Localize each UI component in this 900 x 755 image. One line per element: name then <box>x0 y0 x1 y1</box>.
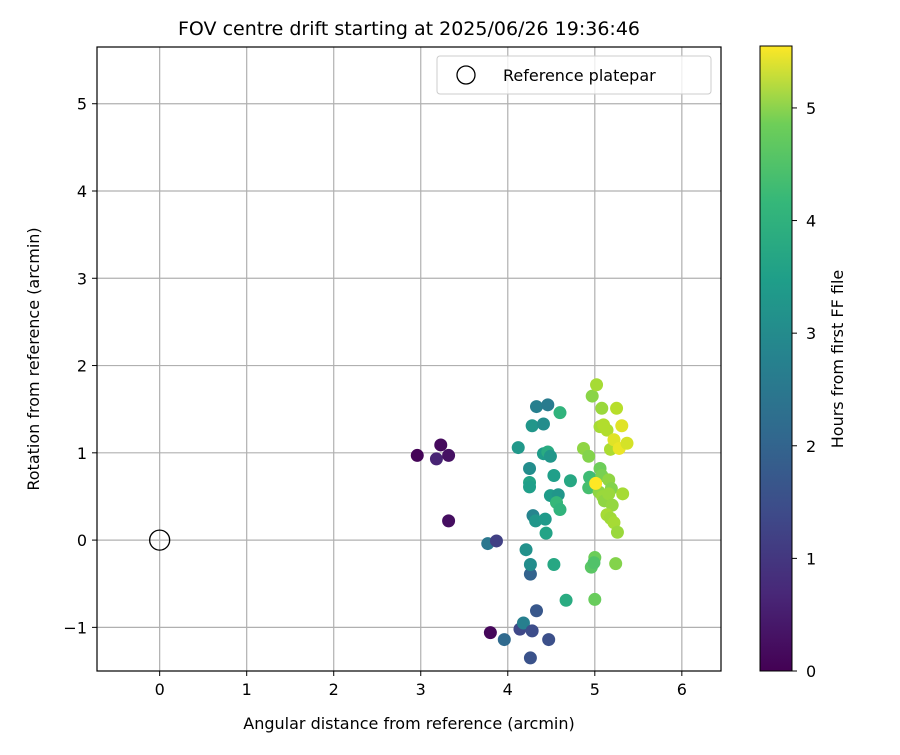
data-point <box>434 438 448 452</box>
colorbar-tick-label: 2 <box>806 437 816 456</box>
colorbar-label: Hours from first FF file <box>828 270 847 449</box>
legend-label-reference: Reference platepar <box>503 66 656 85</box>
x-tick-label: 5 <box>590 680 600 699</box>
data-point <box>489 534 503 548</box>
colorbar-tick-label: 1 <box>806 549 816 568</box>
y-tick-label: 1 <box>77 444 87 463</box>
data-point <box>538 512 552 526</box>
x-tick-label: 2 <box>329 680 339 699</box>
data-point <box>609 557 623 571</box>
data-point <box>523 462 537 476</box>
grid <box>97 47 721 671</box>
x-tick-label: 6 <box>677 680 687 699</box>
data-point <box>525 419 539 433</box>
data-point <box>553 406 567 420</box>
data-point <box>543 449 557 463</box>
data-point <box>587 556 601 570</box>
data-point <box>553 503 567 517</box>
data-point <box>610 525 624 539</box>
data-point <box>559 593 573 607</box>
colorbar-ticks: 0 1 2 3 4 5 <box>792 99 816 681</box>
x-axis-label: Angular distance from reference (arcmin) <box>243 714 574 733</box>
data-point <box>523 651 537 665</box>
data-point <box>511 441 525 455</box>
reference-platepar-marker <box>149 529 171 551</box>
data-point <box>602 487 616 501</box>
data-point <box>620 436 634 450</box>
x-tick-label: 4 <box>503 680 513 699</box>
data-point <box>589 476 603 490</box>
data-point <box>442 448 456 462</box>
data-point <box>585 389 599 403</box>
data-point <box>541 398 555 412</box>
data-point <box>595 401 609 415</box>
data-point <box>410 448 424 462</box>
x-tick-label: 0 <box>155 680 165 699</box>
data-point <box>483 626 497 640</box>
y-tick-label: 3 <box>77 269 87 288</box>
colorbar-tick-label: 0 <box>806 662 816 681</box>
y-tick-label: 4 <box>77 182 87 201</box>
legend: Reference platepar <box>436 55 712 95</box>
axis-ticks: 0 1 2 3 4 5 6 −1 0 1 2 3 4 5 <box>63 95 687 699</box>
data-point <box>600 423 614 437</box>
colorbar-frame <box>759 45 793 672</box>
data-point <box>497 633 511 647</box>
data-point <box>605 498 619 512</box>
data-point <box>547 469 561 483</box>
colorbar-tick-label: 5 <box>806 99 816 118</box>
scatter-points <box>149 378 634 665</box>
legend-box <box>436 55 712 95</box>
data-point <box>523 480 537 494</box>
x-tick-label: 1 <box>242 680 252 699</box>
data-point <box>516 616 530 630</box>
x-tick-label: 3 <box>416 680 426 699</box>
colorbar-tick-label: 3 <box>806 324 816 343</box>
data-point <box>523 567 537 581</box>
data-point <box>529 400 543 414</box>
data-point <box>610 401 624 415</box>
data-point <box>563 474 577 488</box>
chart-title: FOV centre drift starting at 2025/06/26 … <box>178 18 640 40</box>
data-point <box>547 558 561 572</box>
data-point <box>429 452 443 466</box>
plot-frame <box>96 46 722 672</box>
data-point <box>582 449 596 463</box>
colorbar-tick-label: 4 <box>806 212 816 231</box>
data-point <box>442 514 456 528</box>
y-tick-label: 0 <box>77 531 87 550</box>
data-point <box>616 487 630 501</box>
data-point <box>519 543 533 557</box>
colorbar-gradient <box>760 46 792 671</box>
data-point <box>523 558 537 572</box>
data-point <box>525 624 539 638</box>
data-point <box>539 526 553 540</box>
y-axis-label: Rotation from reference (arcmin) <box>24 227 43 490</box>
data-point <box>542 633 556 647</box>
data-point <box>615 419 629 433</box>
legend-marker-reference <box>456 65 476 85</box>
data-point <box>529 604 543 618</box>
data-point <box>588 592 602 606</box>
data-point <box>590 378 604 392</box>
y-tick-label: 5 <box>77 95 87 114</box>
y-tick-label: −1 <box>63 618 87 637</box>
data-point <box>536 417 550 431</box>
colorbar: 0 1 2 3 4 5 Hours from first FF file <box>759 45 847 681</box>
y-tick-label: 2 <box>77 357 87 376</box>
